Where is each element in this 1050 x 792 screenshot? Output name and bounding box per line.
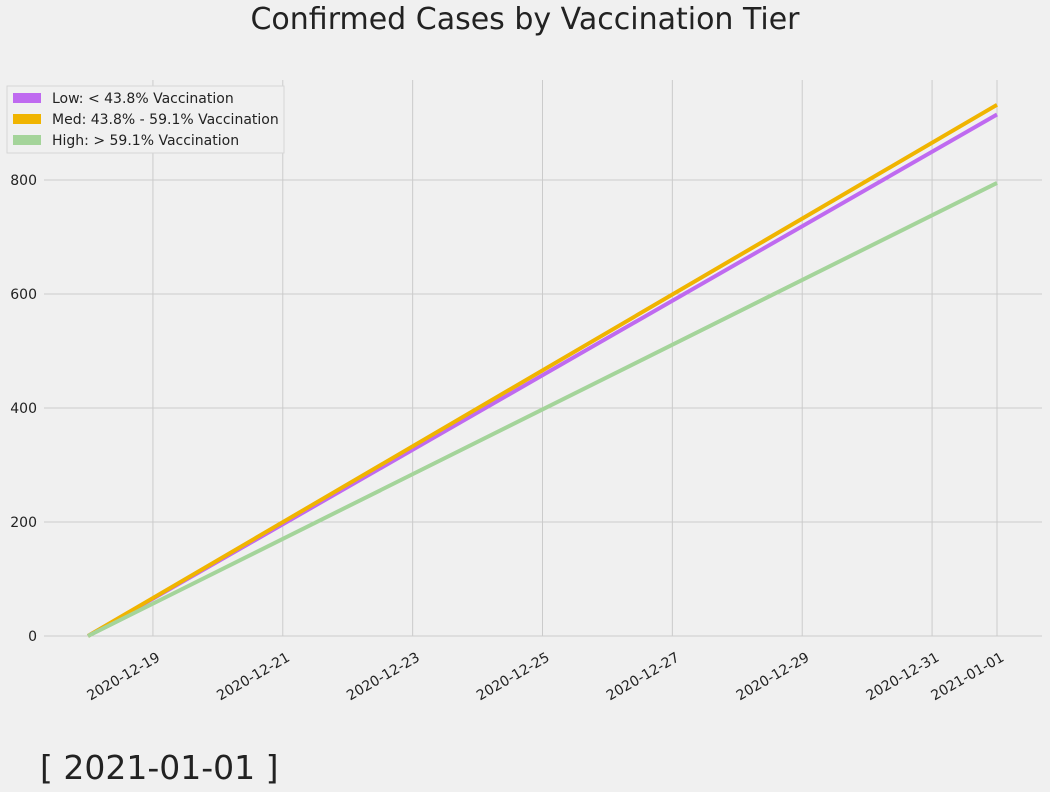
legend-entry: Low: < 43.8% Vaccination <box>52 91 234 107</box>
series-lines <box>86 103 999 638</box>
x-tick-label: 2020-12-23 <box>344 650 422 705</box>
legend: Low: < 43.8% Vaccination Med: 43.8% - 59.… <box>6 85 285 154</box>
x-tick-label: 2020-12-21 <box>214 650 292 705</box>
legend-swatch <box>13 114 41 124</box>
series-line-2 <box>87 181 998 638</box>
grid <box>44 80 1042 637</box>
legend-swatch <box>13 93 41 103</box>
x-tick-label: 2020-12-31 <box>864 650 942 705</box>
date-stamp: [ 2021-01-01 ] <box>40 748 279 787</box>
y-tick-label: 0 <box>28 629 37 645</box>
x-tick-label: 2020-12-29 <box>734 650 812 705</box>
x-tick-label: 2020-12-25 <box>474 650 552 705</box>
chart-title: Confirmed Cases by Vaccination Tier <box>250 2 800 37</box>
legend-entry: Med: 43.8% - 59.1% Vaccination <box>52 112 279 128</box>
x-tick-label: 2020-12-27 <box>604 650 682 705</box>
y-tick-label: 400 <box>10 401 37 417</box>
y-tick-label: 800 <box>10 173 37 189</box>
y-tick-label: 600 <box>10 287 37 303</box>
x-tick-label: 2020-12-19 <box>84 650 162 705</box>
legend-swatch <box>13 135 41 145</box>
y-tick-label: 200 <box>10 515 37 531</box>
series-line-1 <box>86 103 999 638</box>
legend-box <box>6 85 285 154</box>
legend-entry: High: > 59.1% Vaccination <box>52 133 239 149</box>
x-tick-label: 2021-01-01 <box>929 650 1007 705</box>
